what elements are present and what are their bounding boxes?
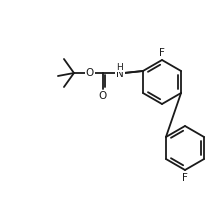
Text: F: F [182,173,188,183]
Text: O: O [99,91,107,101]
Text: F: F [159,48,165,58]
Text: H: H [117,62,123,71]
Text: N: N [116,69,124,79]
Text: H: H [116,68,124,78]
Text: O: O [86,68,94,78]
